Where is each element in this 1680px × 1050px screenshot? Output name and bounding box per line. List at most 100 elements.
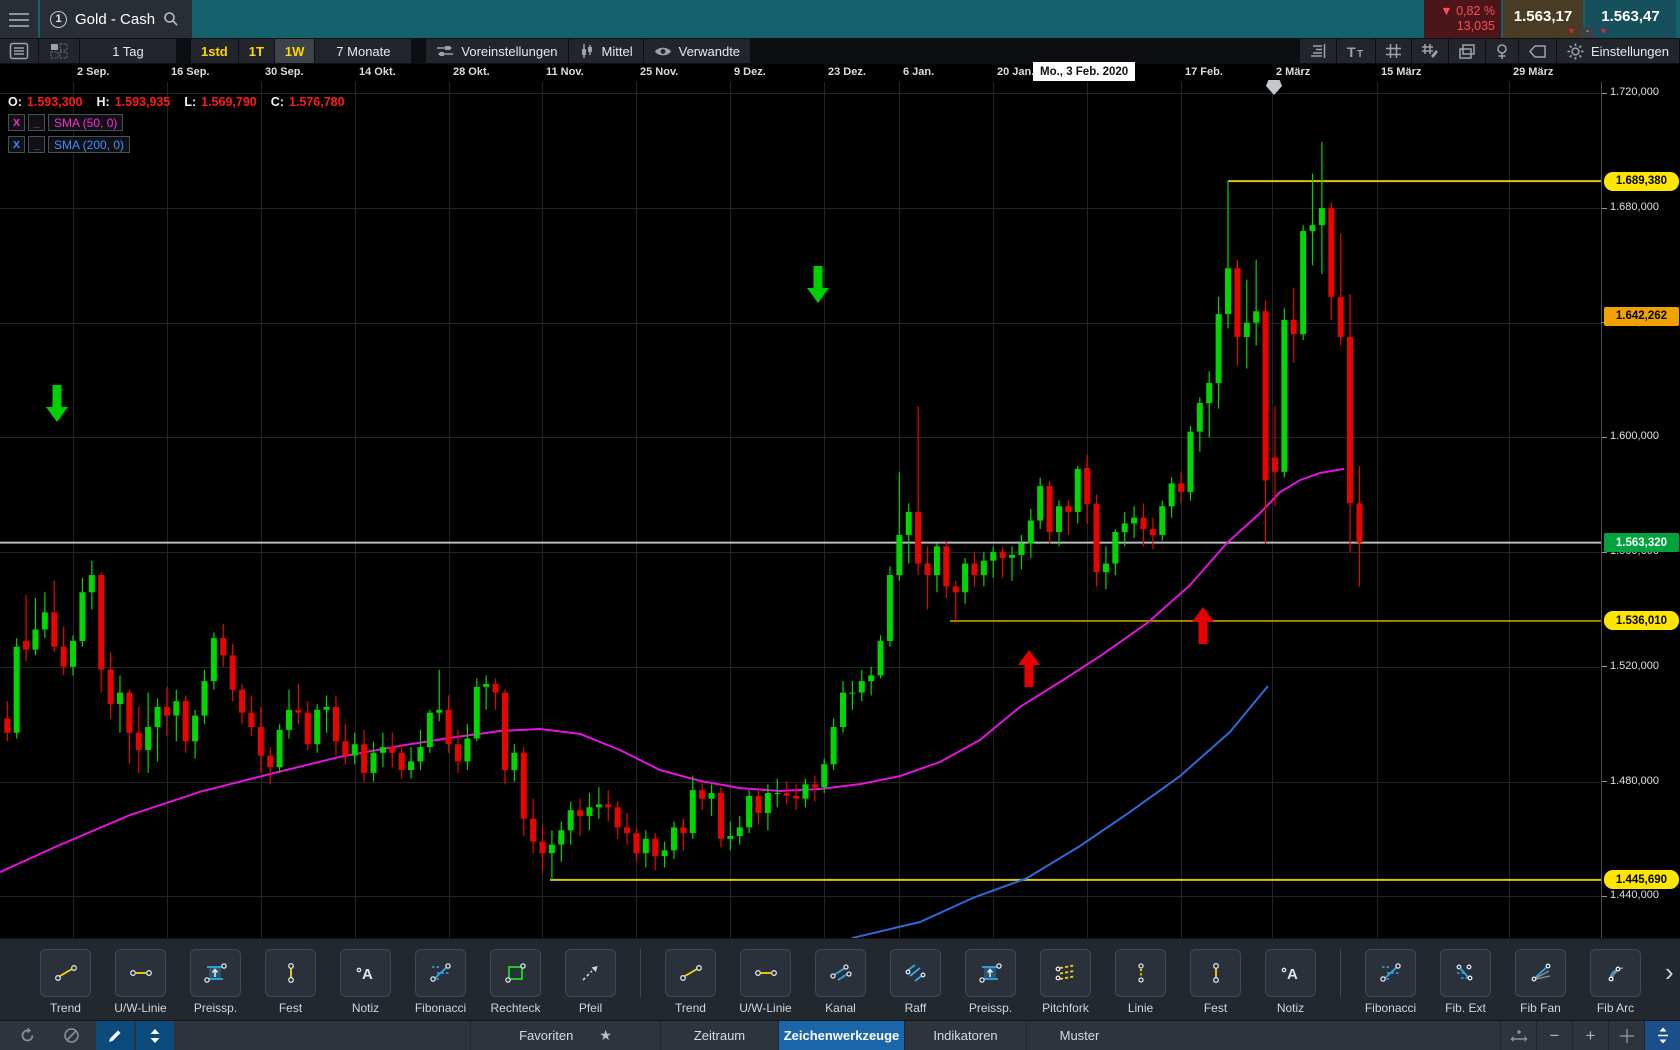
settings-button[interactable]: Einstellungen	[1556, 39, 1679, 63]
date-axis[interactable]: 2 Sep. 16 Sep. 30 Sep. 14 Okt. 28 Okt. 11 Nov…	[0, 64, 1680, 82]
tool-button-kanal[interactable]	[815, 949, 866, 997]
tool-button-fib-fan[interactable]	[1515, 949, 1566, 997]
tool-button-raff[interactable]	[890, 949, 941, 997]
tool-button-fibonacci[interactable]	[415, 949, 466, 997]
candle-body	[1356, 503, 1363, 543]
timeframe-1w-button[interactable]: 1W	[274, 39, 315, 63]
move-mode-button[interactable]	[136, 1021, 174, 1050]
tool-button-u-w-linie[interactable]	[740, 949, 791, 997]
label-tool-button[interactable]	[1518, 39, 1556, 63]
series-line-sma200[interactable]	[851, 685, 1269, 940]
candle-body	[79, 592, 86, 641]
tool-button-fest[interactable]	[1190, 949, 1241, 997]
fit-width-button[interactable]	[1500, 1021, 1536, 1050]
hamburger-menu-button[interactable]	[0, 0, 38, 38]
tool-button-pfeil[interactable]	[565, 949, 616, 997]
sma200-remove-button[interactable]: X	[8, 136, 25, 153]
tool-label: Fib Fan	[1520, 1001, 1561, 1015]
bid-price-button[interactable]: 1.563,17	[1503, 0, 1583, 38]
ask-price-button[interactable]: 1.563,47	[1585, 0, 1676, 38]
tool-label: Trend	[675, 1001, 706, 1015]
draw-grid-button[interactable]	[1411, 39, 1448, 63]
fit-height-button[interactable]	[1644, 1021, 1680, 1050]
chart-canvas[interactable]: O: 1.593,300 H: 1.593,935 L: 1.569,790 C: 1.…	[0, 82, 1601, 940]
reset-view-button[interactable]	[8, 1021, 46, 1050]
tool-icon-pfeil	[581, 966, 597, 981]
candle-body	[483, 684, 490, 687]
interval-select[interactable]: 1 Tag	[80, 39, 176, 63]
text-size-button[interactable]: T T	[1336, 39, 1375, 63]
tool-button-preissp-[interactable]	[965, 949, 1016, 997]
search-icon[interactable]	[163, 11, 179, 27]
tool-button-fest[interactable]	[265, 949, 316, 997]
sma50-remove-button[interactable]: X	[8, 114, 25, 131]
tab-zeichenwerkzeuge[interactable]: Zeichenwerkzeuge	[778, 1021, 904, 1050]
tool-button-fib-arc[interactable]	[1590, 949, 1641, 997]
tab-muster[interactable]: Muster	[1026, 1021, 1132, 1050]
watchlist-button[interactable]	[0, 39, 38, 63]
tool-button-trend[interactable]	[40, 949, 91, 997]
symbol-selector[interactable]: 1 Gold - Cash	[40, 0, 192, 38]
presets-button[interactable]: Voreinstellungen	[426, 39, 568, 63]
tool-label: Linie	[1127, 1001, 1154, 1015]
sma200-style-button[interactable]: _	[28, 136, 45, 153]
tool-button-u-w-linie[interactable]	[115, 949, 166, 997]
tool-button-rechteck[interactable]	[490, 949, 541, 997]
tool-button-fibonacci[interactable]	[1365, 949, 1416, 997]
layout-button[interactable]	[39, 39, 79, 63]
toolbar-more-chevron[interactable]: ›	[1665, 957, 1674, 987]
tab-favoriten[interactable]: Favoriten ★	[470, 1021, 660, 1050]
tool-button-linie[interactable]	[1115, 949, 1166, 997]
tool-fib: Fibonacci	[1365, 949, 1416, 1015]
draw-mode-button[interactable]	[96, 1021, 134, 1050]
date-tick-label: 15 März	[1381, 66, 1422, 78]
sma50-label[interactable]: SMA (50, 0)	[48, 114, 124, 131]
price-tick-label: 1.440,000	[1610, 889, 1659, 902]
zoom-in-button[interactable]: +	[1572, 1021, 1608, 1050]
tab-indikatoren[interactable]: Indikatoren	[904, 1021, 1026, 1050]
timeframe-1std-button[interactable]: 1std	[191, 39, 238, 63]
tool-button-notiz[interactable]: A	[1265, 949, 1316, 997]
order-book-button[interactable]	[1299, 39, 1336, 63]
candle-body	[192, 715, 199, 742]
indicators-mittel-button[interactable]: Mittel	[568, 39, 643, 63]
magnet-button[interactable]	[1485, 39, 1518, 63]
annotation-arrow-head	[1018, 650, 1040, 665]
axis-tick	[1602, 666, 1607, 668]
tool-button-notiz[interactable]: A	[340, 949, 391, 997]
candle-body	[952, 586, 959, 593]
disable-drawing-button[interactable]	[52, 1021, 90, 1050]
related-button[interactable]: Verwandte	[643, 39, 751, 63]
annotation-arrow-up[interactable]	[1024, 665, 1034, 687]
tool-button-trend[interactable]	[665, 949, 716, 997]
layers-button[interactable]	[1448, 39, 1485, 63]
candle-body	[746, 795, 753, 828]
tool-button-fib-ext[interactable]	[1440, 949, 1491, 997]
date-tick-label: 2 März	[1276, 66, 1311, 78]
tool-button-preissp-[interactable]	[190, 949, 241, 997]
timeframe-1t-button[interactable]: 1T	[238, 39, 274, 63]
tool-pfeil: Pfeil	[565, 949, 616, 1015]
candle-body	[933, 546, 940, 576]
zoom-out-button[interactable]: −	[1536, 1021, 1572, 1050]
candle-body	[670, 827, 677, 851]
crosshair-button[interactable]	[1608, 1021, 1644, 1050]
tab-zeitraum[interactable]: Zeitraum	[660, 1021, 778, 1050]
candle-body	[126, 692, 133, 733]
price-axis[interactable]: 1.720,0001.680,0001.640,0001.600,0001.56…	[1601, 82, 1680, 938]
annotation-arrow-up[interactable]	[1198, 622, 1208, 644]
sma50-style-button[interactable]: _	[28, 114, 45, 131]
annotation-arrow-down[interactable]	[813, 266, 823, 288]
axis-tick	[1602, 92, 1607, 94]
grid-toggle-button[interactable]	[1375, 39, 1411, 63]
sma200-label[interactable]: SMA (200, 0)	[48, 136, 131, 153]
series-line-sma50[interactable]	[0, 467, 1345, 874]
tool-icon-preis	[978, 963, 1002, 983]
candle-body	[577, 810, 584, 816]
svg-text:A: A	[362, 966, 373, 983]
candle-body	[708, 792, 715, 799]
annotation-arrow-down[interactable]	[52, 385, 62, 407]
range-select[interactable]: 7 Monate	[315, 39, 412, 63]
candle-body	[1290, 319, 1297, 335]
tool-button-pitchfork[interactable]	[1040, 949, 1091, 997]
